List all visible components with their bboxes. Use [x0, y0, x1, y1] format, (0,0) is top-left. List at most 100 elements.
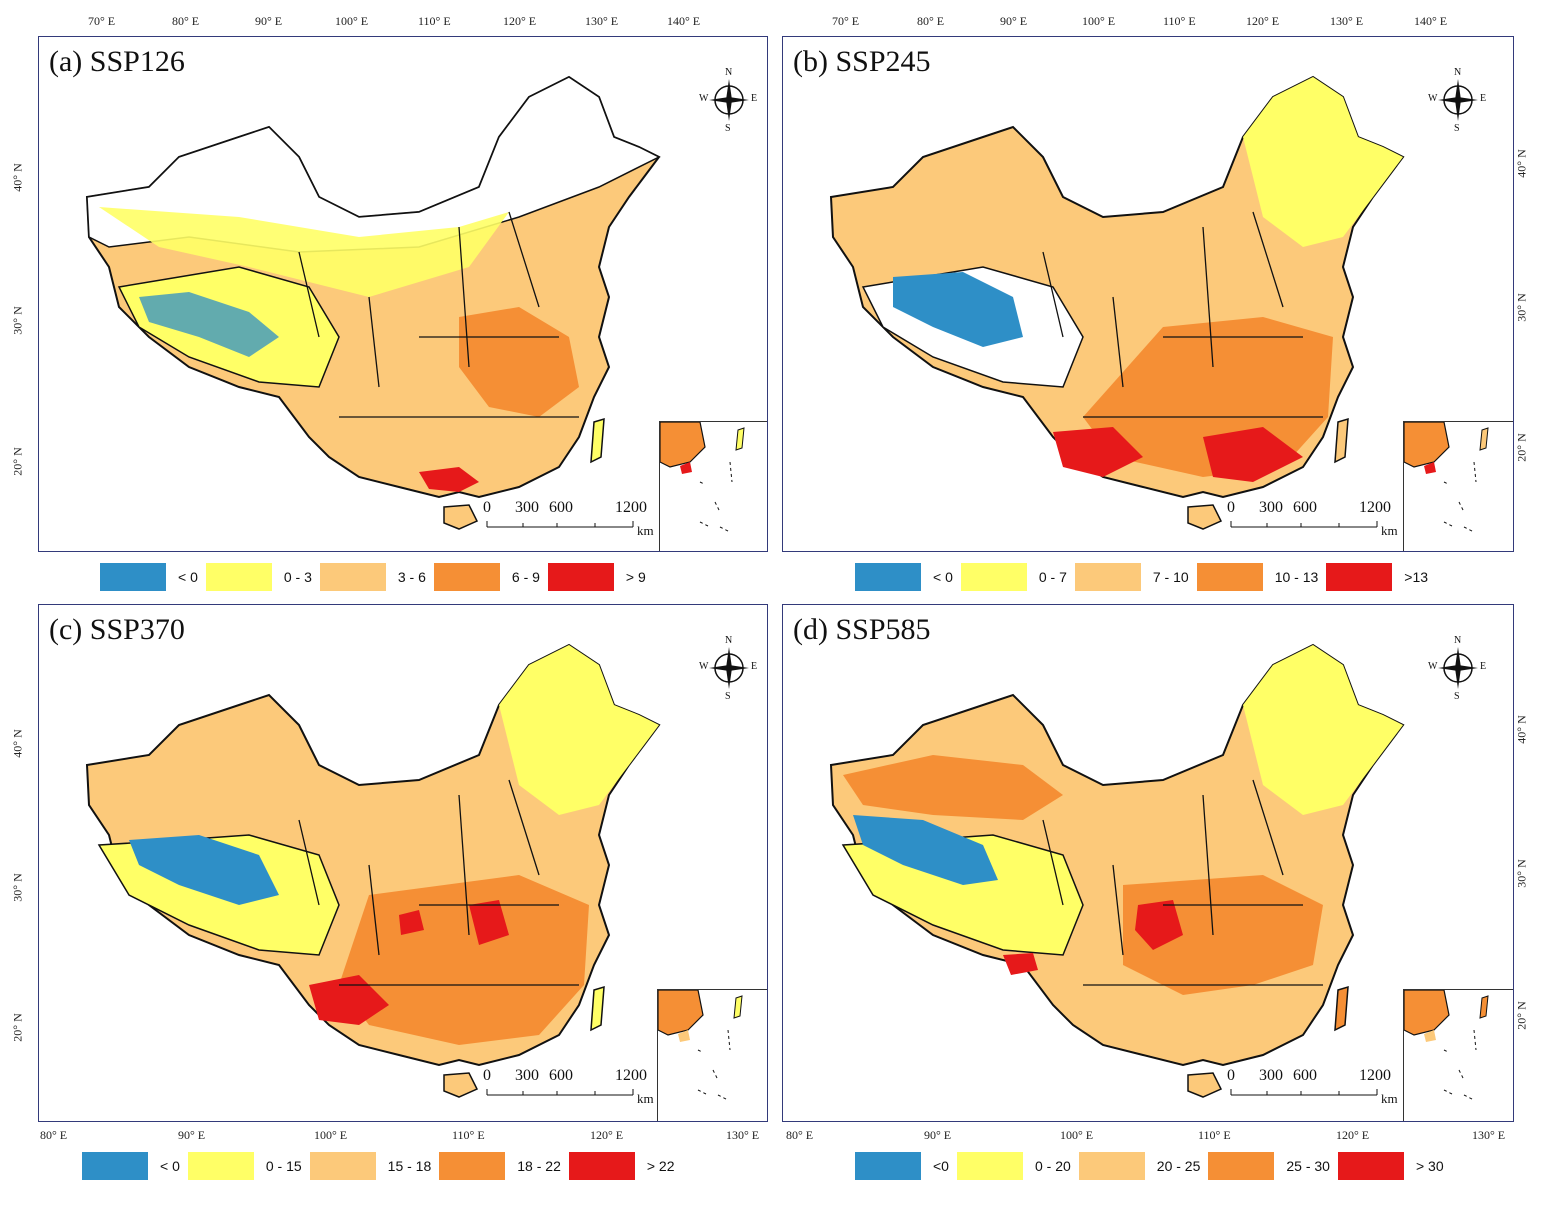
legend-label: 18 - 22: [517, 1158, 561, 1174]
region-south-orange: [459, 307, 579, 417]
legend-swatch: [1337, 1152, 1404, 1180]
tick-lat: 40° N: [1514, 149, 1529, 178]
map-frame-b: (b) SSP245 N S W E 0 300 600: [782, 36, 1514, 552]
legend-label: <0: [933, 1158, 949, 1174]
tick-lon: 80° E: [40, 1128, 68, 1142]
tick-lon: 100° E: [314, 1128, 348, 1142]
taiwan: [1334, 985, 1349, 1032]
region-blue: [129, 835, 279, 905]
tick-lat: 30° N: [10, 306, 25, 335]
compass-w: W: [1428, 93, 1438, 104]
region-northeast-yellow: [1243, 645, 1403, 815]
scale-line: [1230, 1089, 1378, 1096]
legend-swatch: [82, 1152, 148, 1180]
compass-w: W: [699, 661, 709, 672]
compass-n: N: [1454, 67, 1462, 78]
region-blue: [893, 272, 1023, 347]
legend-swatch: [187, 1152, 254, 1180]
legend-swatch: [1074, 563, 1141, 591]
scale-bar: 0 300 600 1200 km: [483, 1067, 663, 1113]
legend-d: <0 0 - 20 20 - 25 25 - 30 > 30: [855, 1152, 1452, 1180]
scale-line: [486, 1089, 634, 1096]
scale-label: 600: [549, 499, 573, 516]
tick-lat: 30° N: [1514, 293, 1529, 322]
tick-lat: 30° N: [10, 873, 25, 902]
tick-lon: 90° E: [178, 1128, 206, 1142]
legend-swatch: [956, 1152, 1023, 1180]
region-south-orange: [339, 875, 589, 1045]
tick-lat: 20° N: [10, 1013, 25, 1042]
region-northeast-yellow: [1243, 77, 1403, 247]
inset-map: [659, 421, 745, 533]
panel-title: (c) SSP370: [49, 613, 185, 646]
china-map-b: [829, 75, 1405, 530]
province-lines: [1042, 779, 1323, 986]
compass-rose: N S W E: [1428, 67, 1488, 134]
tick-lon: 140° E: [1414, 14, 1448, 28]
compass-s: S: [725, 691, 731, 702]
taiwan: [1334, 417, 1349, 464]
tick-lon: 110° E: [418, 14, 451, 28]
scale-label: 300: [1259, 499, 1283, 516]
legend-label: > 9: [625, 569, 646, 585]
region-yellow: [99, 207, 509, 297]
tick-lon: 130° E: [1330, 14, 1364, 28]
legend-label: 25 - 30: [1286, 1158, 1330, 1174]
tick-lat: 20° N: [1514, 433, 1529, 462]
hainan: [443, 1072, 479, 1098]
province-lines: [298, 779, 579, 986]
tick-lon: 100° E: [1060, 1128, 1094, 1142]
south-china-sea-inset: [659, 421, 767, 551]
legend-swatch: [309, 1152, 376, 1180]
taiwan: [590, 417, 605, 464]
compass-e: E: [1480, 661, 1487, 672]
scale-unit: km: [637, 523, 654, 538]
tick-lon: 130° E: [585, 14, 619, 28]
scale-label: 600: [549, 1067, 573, 1084]
compass-s: S: [725, 123, 731, 134]
tick-lat: 20° N: [1514, 1001, 1529, 1030]
compass-s: S: [1454, 123, 1460, 134]
legend-swatch: [855, 563, 921, 591]
legend-c: < 0 0 - 15 15 - 18 18 - 22 > 22: [82, 1152, 683, 1180]
legend-label: 0 - 15: [265, 1158, 302, 1174]
compass-s: S: [1454, 691, 1460, 702]
compass-rose: N S W E: [699, 67, 759, 134]
legend-swatch: [439, 1152, 506, 1180]
region-south-red: [309, 900, 509, 1025]
legend-b: < 0 0 - 7 7 - 10 10 - 13 >13: [855, 563, 1436, 591]
inset-map: [657, 989, 743, 1101]
legend-label: 15 - 18: [387, 1158, 432, 1174]
tick-lon: 100° E: [335, 14, 369, 28]
china-map-c: [85, 643, 661, 1098]
compass-n: N: [1454, 635, 1462, 646]
legend-label: 0 - 7: [1038, 569, 1067, 585]
region-blue: [853, 815, 998, 885]
south-china-sea-inset: [1403, 989, 1513, 1121]
hainan: [443, 504, 479, 530]
map-frame-d: (d) SSP585 N S W E 0 300: [782, 604, 1514, 1122]
scale-unit: km: [637, 1091, 654, 1106]
province-lines: [298, 211, 579, 418]
tick-lat: 30° N: [1514, 859, 1529, 888]
legend-swatch: [433, 563, 500, 591]
legend-swatch: [568, 1152, 635, 1180]
scale-label: 0: [1227, 1067, 1235, 1084]
scale-label: 600: [1293, 1067, 1317, 1084]
compass-e: E: [751, 93, 758, 104]
scale-unit: km: [1381, 523, 1398, 538]
compass-icon: [1438, 79, 1478, 121]
compass-icon: [709, 79, 749, 121]
compass-rose: N S W E: [1428, 635, 1488, 702]
tick-lon: 70° E: [88, 14, 116, 28]
legend-label: < 0: [160, 1158, 180, 1174]
tick-lat: 40° N: [10, 163, 25, 192]
legend-label: 0 - 3: [283, 569, 312, 585]
tick-lon: 120° E: [1336, 1128, 1370, 1142]
taiwan: [590, 985, 605, 1032]
compass-n: N: [725, 635, 733, 646]
compass-w: W: [1428, 661, 1438, 672]
panel-title: (b) SSP245: [793, 45, 931, 78]
panel-title: (d) SSP585: [793, 613, 931, 646]
compass-e: E: [751, 661, 758, 672]
